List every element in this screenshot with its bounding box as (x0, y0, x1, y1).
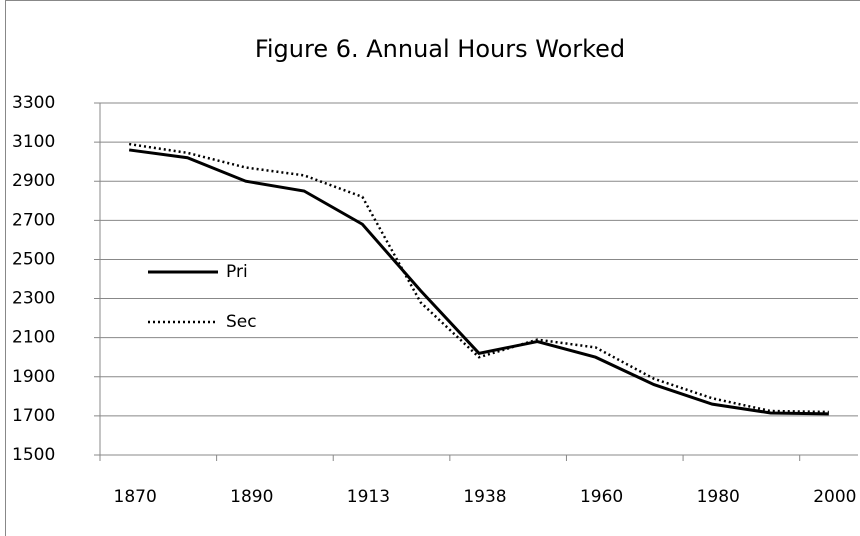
chart-title: Figure 6. Annual Hours Worked (255, 35, 625, 63)
y-tick-label: 2100 (12, 328, 55, 348)
y-tick-label: 1700 (12, 406, 55, 426)
x-tick-label: 1960 (580, 487, 623, 507)
x-tick-label: 1938 (463, 487, 506, 507)
y-tick-label: 2900 (12, 171, 55, 191)
y-tick-label: 3100 (12, 132, 55, 152)
x-tick-label: 1913 (347, 487, 390, 507)
legend-label: Sec (226, 312, 257, 332)
x-tick-label: 1980 (697, 487, 740, 507)
chart-frame (5, 0, 860, 536)
y-tick-label: 1500 (12, 445, 55, 465)
series-line (128, 148, 829, 416)
y-tick-label: 2700 (12, 210, 55, 230)
y-tick-label: 3300 (12, 93, 55, 113)
x-tick-label: 1870 (114, 487, 157, 507)
x-tick-label: 1890 (230, 487, 273, 507)
series-line (128, 142, 829, 414)
y-tick-label: 2500 (12, 249, 55, 269)
x-tick-label: 2000 (813, 487, 856, 507)
y-tick-label: 2300 (12, 289, 55, 309)
y-tick-label: 1900 (12, 367, 55, 387)
legend-label: Pri (226, 262, 248, 282)
